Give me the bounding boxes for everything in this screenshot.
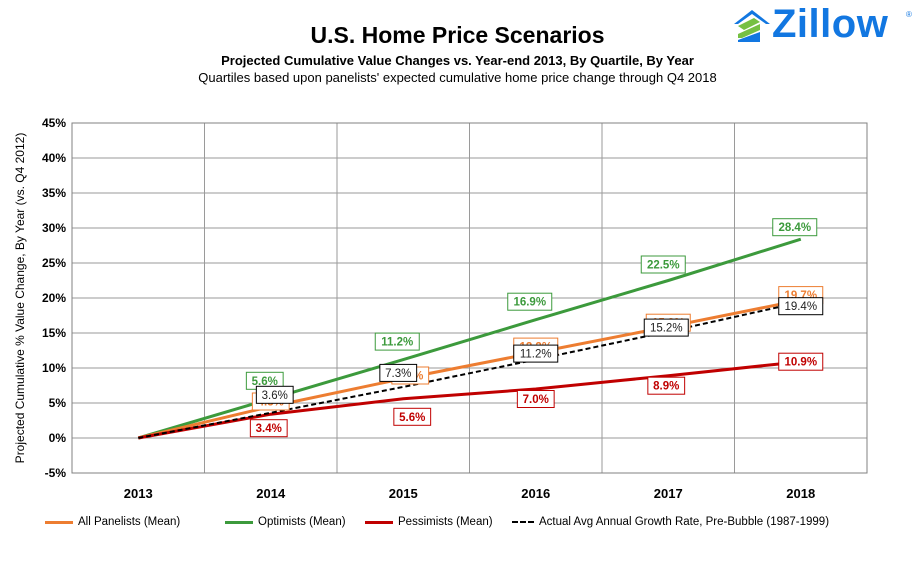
legend-swatch bbox=[45, 520, 73, 524]
zillow-registered-mark: ® bbox=[906, 10, 912, 19]
legend-label: Optimists (Mean) bbox=[258, 516, 346, 528]
data-label-box bbox=[643, 318, 689, 337]
y-tick-label: 35% bbox=[42, 186, 66, 200]
series-line-2 bbox=[138, 360, 801, 440]
data-label: 3.6% bbox=[262, 390, 288, 402]
data-label: 28.4% bbox=[778, 222, 811, 234]
chart-subtitle: Projected Cumulative Value Changes vs. Y… bbox=[221, 53, 694, 68]
data-label-box bbox=[647, 376, 686, 395]
data-label-box bbox=[379, 363, 418, 382]
data-label: 3.4% bbox=[256, 423, 282, 435]
y-tick-label: 10% bbox=[42, 361, 66, 375]
data-label-box bbox=[255, 385, 294, 404]
y-tick-label: 15% bbox=[42, 326, 66, 340]
data-label-box bbox=[516, 390, 555, 408]
series-line-1 bbox=[137, 237, 802, 440]
data-label: 5.6% bbox=[399, 412, 425, 424]
data-label: 7.0% bbox=[523, 394, 549, 406]
y-tick-label: 30% bbox=[42, 221, 66, 235]
data-label-box bbox=[374, 332, 420, 351]
x-tick-label: 2017 bbox=[654, 486, 683, 501]
plot-area-border bbox=[71, 122, 868, 474]
data-label-box bbox=[778, 352, 824, 371]
data-label-box bbox=[507, 292, 553, 311]
data-label: 8.9% bbox=[653, 381, 679, 393]
data-label: 22.5% bbox=[647, 260, 680, 272]
y-tick-label: 40% bbox=[42, 151, 66, 165]
y-tick-label: 45% bbox=[42, 116, 66, 130]
y-tick-label: 25% bbox=[42, 256, 66, 270]
data-label: 11.2% bbox=[381, 337, 413, 349]
zillow-logo: Zillow ® bbox=[730, 2, 912, 48]
data-label-box bbox=[249, 419, 288, 438]
legend-swatch bbox=[365, 520, 393, 524]
data-label: 11.2% bbox=[520, 349, 552, 361]
x-tick-label: 2016 bbox=[521, 486, 550, 501]
x-tick-label: 2014 bbox=[256, 486, 286, 501]
x-tick-label: 2018 bbox=[786, 486, 815, 501]
chart-grid bbox=[72, 122, 867, 474]
chart-subtitle-quartiles: Quartiles based upon panelists' expected… bbox=[198, 70, 717, 85]
chart-title: U.S. Home Price Scenarios bbox=[310, 22, 605, 48]
zillow-house-icon bbox=[734, 10, 770, 42]
data-label-box bbox=[778, 297, 824, 316]
y-axis-label: Projected Cumulative % Value Change, By … bbox=[13, 133, 27, 464]
legend-label: Actual Avg Annual Growth Rate, Pre-Bubbl… bbox=[539, 516, 830, 528]
legend-item: Pessimists (Mean) bbox=[365, 516, 493, 528]
x-tick-label: 2013 bbox=[124, 486, 153, 501]
legend-item: Optimists (Mean) bbox=[225, 516, 346, 528]
legend-item: Actual Avg Annual Growth Rate, Pre-Bubbl… bbox=[512, 516, 829, 528]
data-label: 7.3% bbox=[385, 368, 411, 380]
y-tick-label: 0% bbox=[49, 431, 67, 445]
data-label-box bbox=[772, 218, 818, 237]
legend-label: All Panelists (Mean) bbox=[78, 516, 181, 528]
legend-swatch bbox=[225, 520, 253, 524]
y-tick-label: 20% bbox=[42, 291, 66, 305]
y-axis-ticks: -5% 0% 5% 10% 15% 20% 25% 30% 35% 40% 45% bbox=[42, 116, 66, 480]
data-label-box bbox=[393, 407, 432, 426]
chart-legend: All Panelists (Mean) Optimists (Mean) Pess… bbox=[0, 516, 915, 534]
zillow-logo-text: Zillow bbox=[772, 2, 889, 46]
legend-label: Pessimists (Mean) bbox=[398, 516, 493, 528]
legend-swatch bbox=[512, 521, 534, 523]
legend-item: All Panelists (Mean) bbox=[45, 516, 180, 528]
x-tick-label: 2015 bbox=[389, 486, 418, 501]
data-label: 19.4% bbox=[784, 301, 817, 313]
data-label: 5.6% bbox=[252, 376, 278, 388]
data-labels: 4.5%8.5%12.2%15.9%19.7%5.6%11.2%16.9%22.… bbox=[245, 218, 824, 438]
x-axis-ticks: 2013 2014 2015 2016 2017 2018 bbox=[124, 486, 815, 501]
data-label-box bbox=[513, 344, 559, 363]
y-tick-label: 5% bbox=[49, 396, 67, 410]
data-label: 16.9% bbox=[513, 297, 546, 309]
data-label-box bbox=[640, 255, 686, 274]
y-tick-label: -5% bbox=[45, 466, 67, 480]
data-label: 10.9% bbox=[784, 357, 817, 369]
data-label: 15.2% bbox=[650, 323, 683, 335]
